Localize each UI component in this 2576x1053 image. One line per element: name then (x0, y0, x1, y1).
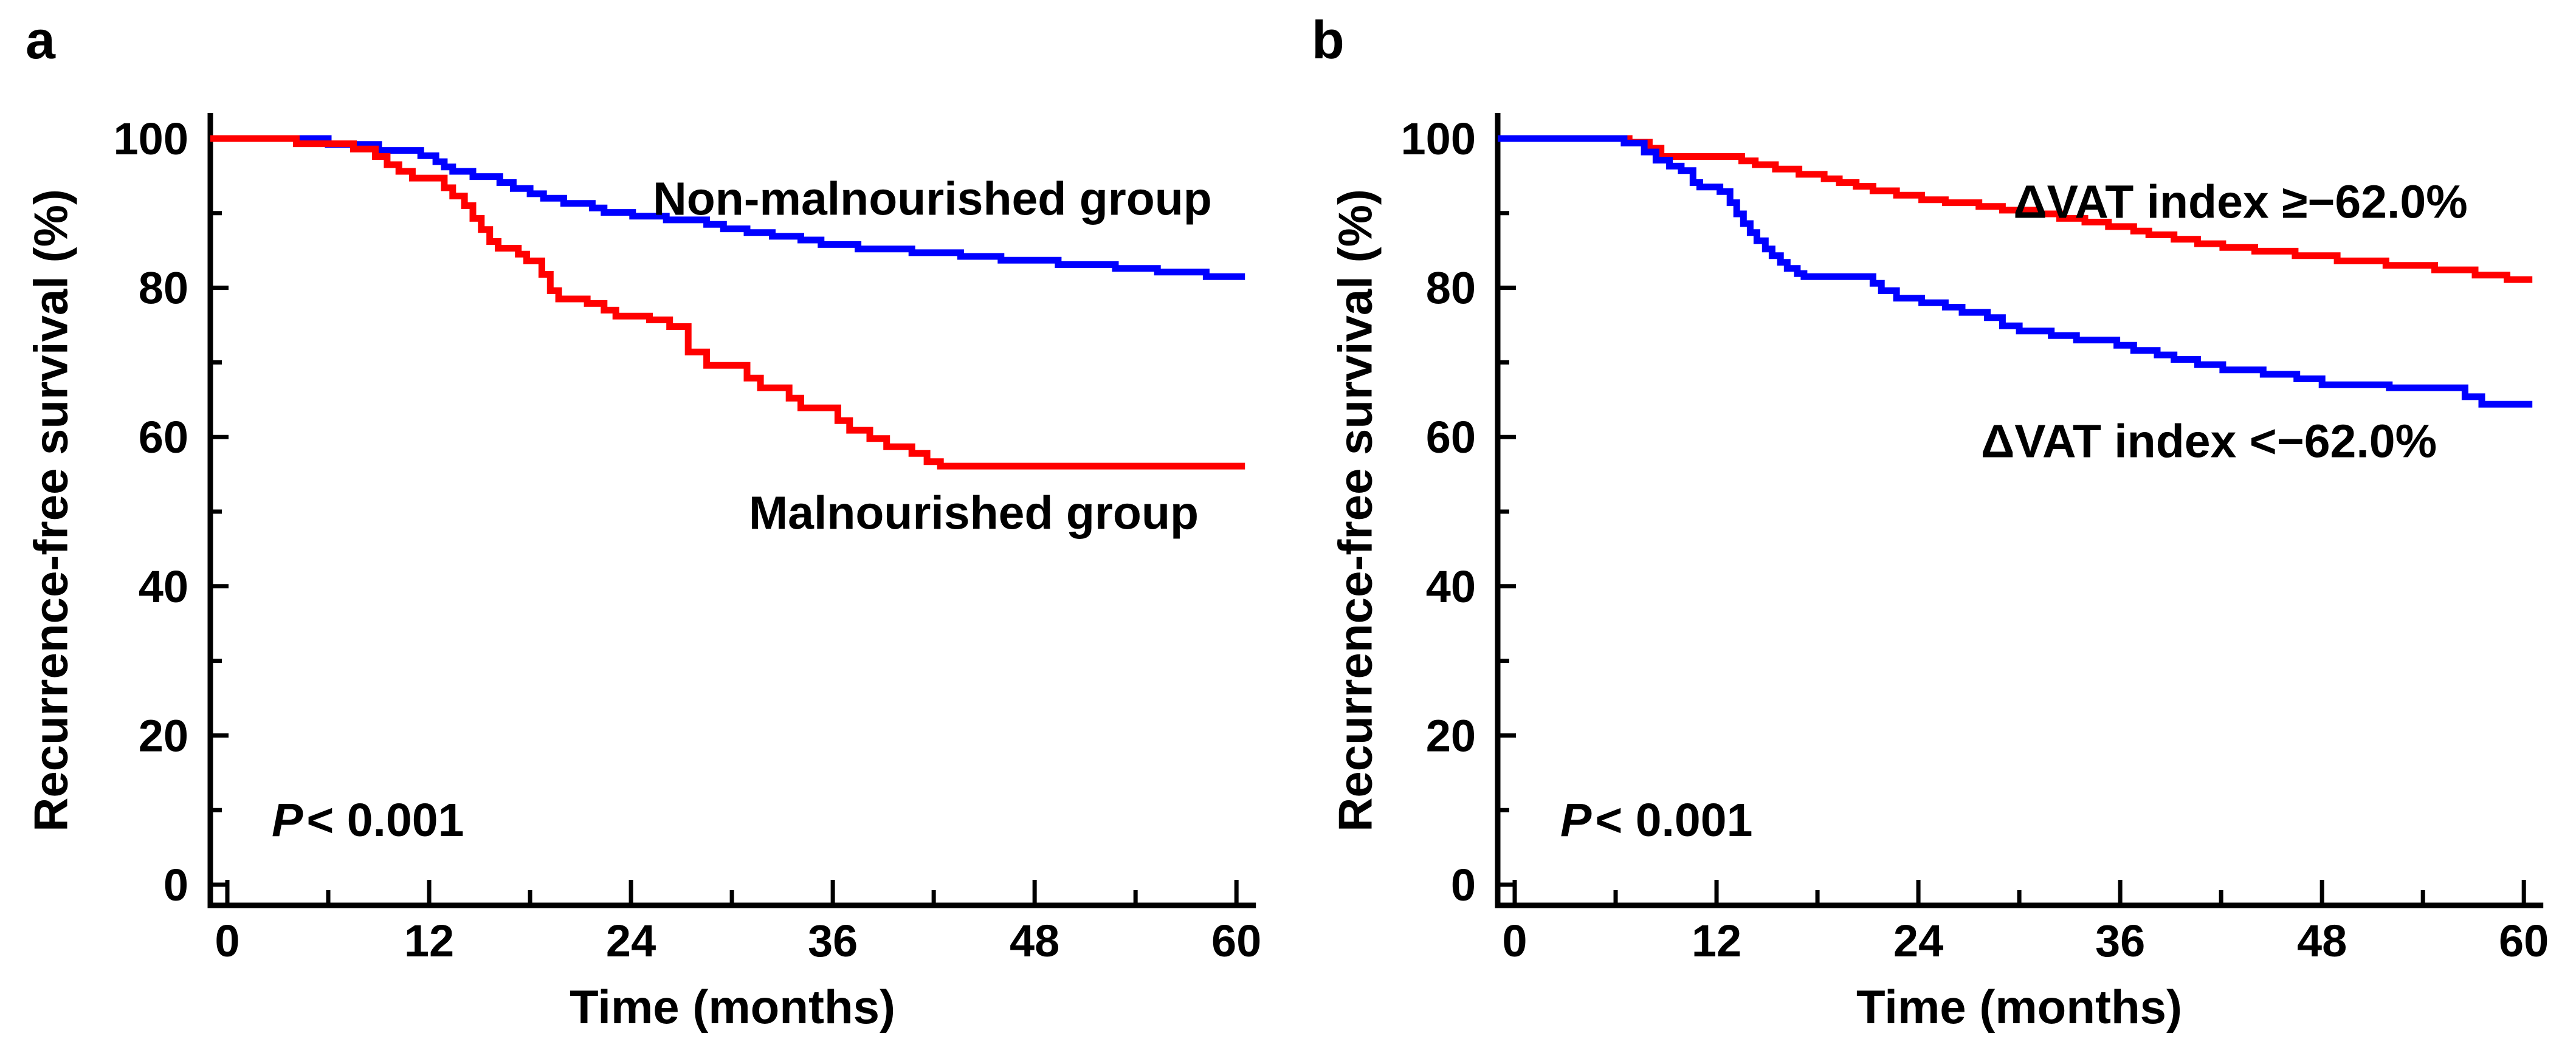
panel-b-y-tick-label: 100 (1401, 114, 1476, 164)
panel-a-red-survival-curve (210, 135, 1245, 470)
panel-a-x-tick-label: 48 (1010, 916, 1059, 966)
panel-b-y-tick-label: 0 (1451, 860, 1476, 910)
panel-a-letter: a (26, 10, 55, 70)
panel-a-x-tick-label: 24 (606, 916, 656, 966)
panel-b-x-tick-label: 24 (1893, 916, 1943, 966)
panel-b-x-tick-label: 0 (1502, 916, 1527, 966)
panel-b-blue-curve-label: ΔVAT index <−62.0% (1980, 415, 2437, 468)
panel-b-y-tick-label: 60 (1426, 412, 1476, 462)
panel-b-p-rest: < 0.001 (1595, 794, 1753, 846)
panel-b-red-survival-curve (1498, 135, 2533, 283)
panel-b-x-axis-title: Time (months) (1856, 980, 2182, 1034)
panel-a-y-tick-label: 80 (139, 263, 188, 314)
panel-a-x-tick-label: 0 (215, 916, 239, 966)
panel-a-y-tick-label: 20 (139, 710, 188, 761)
panel-b-red-curve-label: ΔVAT index ≥−62.0% (2013, 176, 2468, 228)
panel-a-y-tick-label: 40 (139, 561, 188, 612)
panel-a-y-tick-label: 100 (114, 114, 188, 164)
panel-b-y-tick-label: 80 (1426, 263, 1476, 314)
panel-b-x-tick-label: 12 (1692, 916, 1741, 966)
panel-a-p-rest: < 0.001 (306, 794, 464, 846)
panel-a-p-symbol: P (272, 794, 303, 846)
panel-b-y-axis-title: Recurrence-free survival (%) (1328, 189, 1382, 832)
panel-b-p-symbol: P (1560, 794, 1592, 846)
panel-a-red-curve-label: Malnourished group (748, 487, 1199, 540)
panel-a-x-tick-label: 12 (404, 916, 454, 966)
panel-b-p-value: P< 0.001 (1560, 794, 1752, 848)
panel-b-x-tick-label: 36 (2095, 916, 2145, 966)
panel-a-blue-survival-curve (210, 135, 1245, 280)
panel-a-p-value: P< 0.001 (272, 794, 464, 848)
panel-a-y-tick-label: 0 (164, 860, 188, 910)
panel-b-y-tick-label: 20 (1426, 710, 1476, 761)
panel-b-blue-survival-curve (1498, 135, 2533, 408)
panel-b-letter: b (1312, 10, 1345, 70)
panel-b-x-tick-label: 48 (2297, 916, 2347, 966)
panel-a-blue-curve-label: Non-malnourished group (653, 173, 1212, 225)
panel-a-y-tick-label: 60 (139, 412, 188, 462)
panel-b-y-tick-label: 40 (1426, 561, 1476, 612)
panel-a-x-tick-label: 36 (808, 916, 858, 966)
panel-a-x-tick-label: 60 (1211, 916, 1261, 966)
panel-b-x-tick-label: 60 (2499, 916, 2549, 966)
panel-a-y-axis-title: Recurrence-free survival (%) (24, 189, 78, 832)
panel-a-x-axis-title: Time (months) (570, 980, 895, 1034)
